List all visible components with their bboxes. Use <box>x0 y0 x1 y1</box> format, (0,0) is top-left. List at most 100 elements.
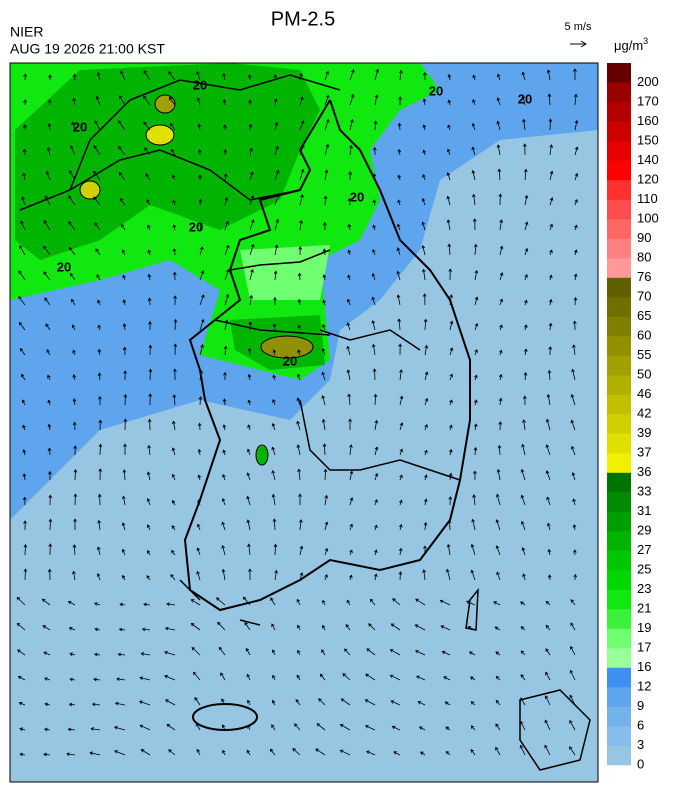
hotspot <box>79 180 101 200</box>
colorbar-bin <box>607 336 631 356</box>
wind-vectors <box>16 68 579 757</box>
colorbar-label: 29 <box>637 522 651 537</box>
hotspot <box>260 335 314 359</box>
colorbar-label: 9 <box>637 698 644 713</box>
colorbar-label: 65 <box>637 308 651 323</box>
colorbar-label: 33 <box>637 483 651 498</box>
colorbar-label: 37 <box>637 444 651 459</box>
colorbar-bin <box>607 199 631 220</box>
colorbar-label: 0 <box>637 756 644 771</box>
colorbar-bin <box>607 550 631 571</box>
colorbar-bin <box>607 180 631 200</box>
colorbar-bin <box>607 570 631 590</box>
colorbar-label: 21 <box>637 600 651 615</box>
colorbar-bin <box>607 706 631 727</box>
colorbar-label: 42 <box>637 405 651 420</box>
colorbar-bin <box>607 687 631 707</box>
title: PM-2.5 <box>271 8 335 30</box>
colorbar-bin <box>607 648 631 668</box>
contour-label: 20 <box>189 219 203 234</box>
colorbar-bin <box>607 628 631 649</box>
colorbar-bin <box>607 355 631 376</box>
colorbar-label: 50 <box>637 366 651 381</box>
colorbar-label: 17 <box>637 639 651 654</box>
colorbar-label: 60 <box>637 327 651 342</box>
colorbar-bin <box>607 375 631 395</box>
colorbar-bin <box>607 277 631 298</box>
colorbar-bin <box>607 258 631 278</box>
wind-scale-label: 5 m/s <box>565 21 592 33</box>
colorbar-bin <box>607 433 631 454</box>
colorbar-label: 39 <box>637 425 651 440</box>
colorbar-label: 140 <box>637 152 659 167</box>
colorbar-label: 170 <box>637 93 659 108</box>
colorbar-label: 31 <box>637 503 651 518</box>
timestamp: AUG 19 2026 21:00 KST <box>10 41 165 57</box>
colorbar-label: 16 <box>637 659 651 674</box>
colorbar-bin <box>607 160 631 181</box>
colorbar-bin <box>607 667 631 688</box>
colorbar-label: 23 <box>637 581 651 596</box>
hotspot <box>145 124 175 146</box>
colorbar-bin <box>607 394 631 415</box>
colorbar-label: 55 <box>637 347 651 362</box>
colorbar-bin <box>607 82 631 103</box>
colorbar-label: 12 <box>637 678 651 693</box>
unit: μg/m3 <box>614 36 648 53</box>
region-darkgreen <box>15 63 320 260</box>
colorbar-bin <box>607 102 631 122</box>
colorbar-bin <box>607 745 631 766</box>
colorbar-label: 200 <box>637 74 659 89</box>
colorbar-bin <box>607 589 631 610</box>
colorbar-bin <box>607 531 631 551</box>
colorbar-label: 110 <box>637 191 658 206</box>
agency: NIER <box>10 24 43 40</box>
boundaries <box>19 74 461 481</box>
contour-label: 20 <box>429 83 443 98</box>
islands <box>179 579 591 771</box>
colorbar-label: 76 <box>637 269 651 284</box>
map-frame <box>9 62 599 783</box>
colorbar-bin <box>607 238 631 259</box>
colorbar-label: 70 <box>637 288 651 303</box>
contour-label: 20 <box>57 259 71 274</box>
colorbar-label: 160 <box>637 113 659 128</box>
colorbar-bin <box>607 453 631 473</box>
colorbar-label: 100 <box>637 210 659 225</box>
colorbar-label: 120 <box>637 171 659 186</box>
colorbar-bin <box>607 141 631 161</box>
colorbar-label: 3 <box>637 737 644 752</box>
contour-labels: 20 20 20 20 20 20 20 20 <box>57 77 532 368</box>
colorbar-label: 6 <box>637 717 644 732</box>
colorbar-bin <box>607 609 631 629</box>
wind-scale-arrow <box>570 40 587 48</box>
hotspot <box>154 94 176 114</box>
hotspot <box>255 444 269 466</box>
contour-label: 20 <box>283 353 297 368</box>
colorbar-bin <box>607 219 631 239</box>
colorbar-bin <box>607 511 631 532</box>
colorbar-label: 36 <box>637 464 651 479</box>
colorbar-label: 150 <box>637 132 659 147</box>
unit-text: μg/m <box>614 38 643 53</box>
colorbar-bin <box>607 297 631 317</box>
colorbar-label: 19 <box>637 620 651 635</box>
colorbar-bin <box>607 316 631 337</box>
colorbar-bin <box>607 472 631 493</box>
colorbar-label: 90 <box>637 230 651 245</box>
colorbar-bin <box>607 492 631 512</box>
colorbar-label: 46 <box>637 386 651 401</box>
colorbar-bin <box>607 414 631 434</box>
contour-label: 20 <box>518 91 532 106</box>
colorbar-label: 25 <box>637 561 651 576</box>
colorbar-label: 80 <box>637 249 651 264</box>
colorbar-bin <box>607 121 631 142</box>
colorbar-label: 27 <box>637 542 651 557</box>
unit-exponent: 3 <box>643 36 648 46</box>
contour-label: 20 <box>73 119 87 134</box>
colorbar: 0369121617192123252729313336373942465055… <box>607 63 659 771</box>
colorbar-bin <box>607 63 631 83</box>
colorbar-bin <box>607 726 631 746</box>
contour-label: 20 <box>350 189 364 204</box>
